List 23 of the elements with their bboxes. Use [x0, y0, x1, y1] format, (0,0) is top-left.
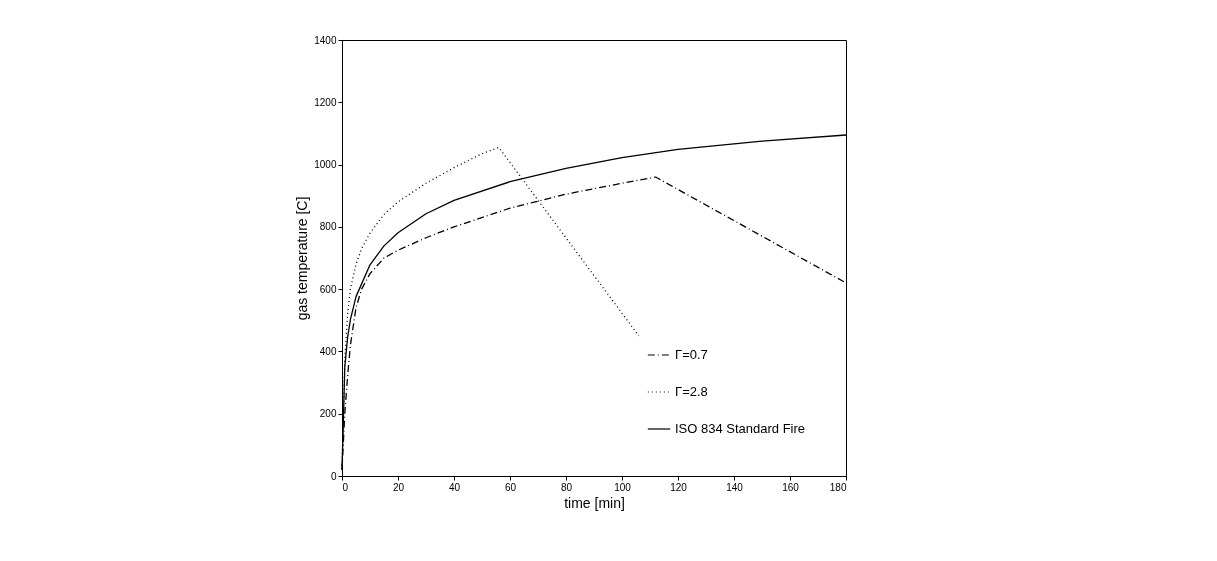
x-tick-label: 20 — [392, 481, 405, 493]
x-tick-label: 140 — [726, 481, 744, 493]
legend-label: ISO 834 Standard Fire — [675, 421, 806, 436]
y-tick-label: 200 — [319, 408, 337, 420]
y-tick-label: 400 — [319, 345, 337, 357]
x-axis-title: time [min] — [564, 494, 625, 511]
x-tick-label: 80 — [560, 481, 573, 493]
x-tick-label: 60 — [504, 481, 517, 493]
y-tick-label: 1400 — [314, 34, 337, 46]
x-tick-label: 180 — [829, 481, 847, 493]
y-axis-title: gas temperature [C] — [294, 196, 311, 321]
y-tick-label: 800 — [319, 221, 337, 233]
x-tick-label: 0 — [342, 481, 349, 493]
legend-label: Γ=0.7 — [675, 347, 708, 362]
x-tick-label: 40 — [448, 481, 461, 493]
y-tick-label: 1000 — [314, 159, 337, 171]
y-tick-label: 1200 — [314, 96, 337, 108]
x-tick-label: 160 — [782, 481, 800, 493]
legend-label: Γ=2.8 — [675, 384, 708, 399]
y-tick-label: 0 — [330, 470, 337, 482]
x-tick-label: 120 — [670, 481, 688, 493]
y-tick-label: 600 — [319, 283, 337, 295]
x-tick-label: 100 — [614, 481, 632, 493]
